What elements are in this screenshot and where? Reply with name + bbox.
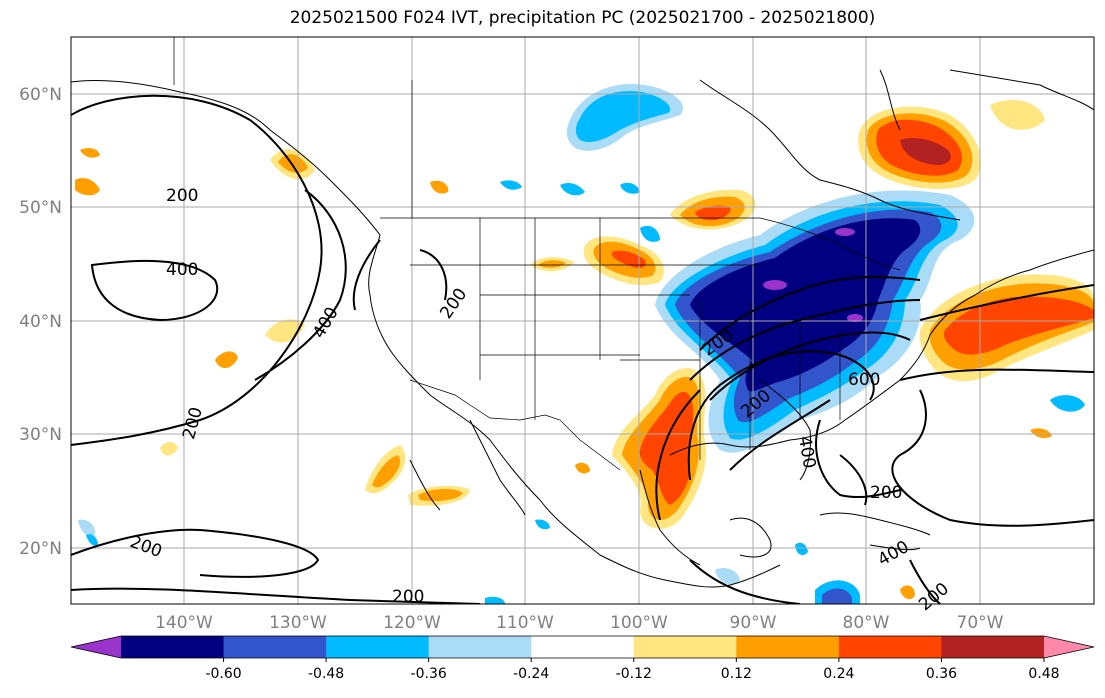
contour-label: 400 (166, 260, 198, 280)
colorbar-segment (633, 636, 737, 658)
lat-label: 50°N (19, 198, 62, 218)
colorbar-tick-label: -0.12 (616, 666, 652, 682)
colorbar-extend-high (1044, 636, 1094, 658)
colorbar-segment (428, 636, 532, 658)
colorbar-segment (736, 636, 840, 658)
precip-anomaly-fill (75, 84, 1094, 604)
lon-label: 140°W (155, 613, 213, 633)
colorbar-tick-label: 0.24 (823, 666, 854, 682)
colorbar-segment (223, 636, 327, 658)
lat-label: 30°N (19, 425, 62, 445)
colorbar-outline (70, 635, 1095, 659)
lat-label: 60°N (19, 85, 62, 105)
lon-label: 100°W (610, 613, 668, 633)
lon-label: 110°W (496, 613, 554, 633)
lon-label: 90°W (730, 613, 777, 633)
contour-label: 600 (848, 370, 880, 390)
lon-label: 70°W (957, 613, 1004, 633)
colorbar-tick-label: 0.36 (926, 666, 957, 682)
longitude-labels: 140°W 130°W 120°W 110°W 100°W 90°W 80°W … (155, 613, 1004, 633)
map-title: 2025021500 F024 IVT, precipitation PC (2… (289, 8, 876, 28)
contour-label: 200 (166, 186, 198, 206)
latitude-labels: 60°N 50°N 40°N 30°N 20°N (19, 85, 62, 559)
borders (173, 37, 901, 471)
map-frame (70, 36, 1095, 605)
gridlines (71, 37, 1094, 604)
colorbar: -0.60 -0.48 -0.36 -0.24 -0.12 0.12 0.24 0.36 0.4… (70, 635, 1095, 682)
colorbar-tick-label: -0.24 (513, 666, 549, 682)
lat-label: 20°N (19, 539, 62, 559)
colorbar-tick-label: -0.48 (308, 666, 344, 682)
lon-label: 120°W (383, 613, 441, 633)
colorbar-tick-label: 0.48 (1028, 666, 1059, 682)
lat-label: 40°N (19, 312, 62, 332)
colorbar-tick-label: 0.12 (721, 666, 752, 682)
colorbar-tick-label: -0.60 (205, 666, 241, 682)
lon-label: 80°W (843, 613, 890, 633)
lon-label: 130°W (269, 613, 327, 633)
colorbar-tick-label: -0.36 (411, 666, 447, 682)
contour-label: 200 (392, 587, 424, 607)
colorbar-segment (838, 636, 942, 658)
colorbar-segment (531, 636, 635, 658)
colorbar-segment (326, 636, 430, 658)
colorbar-extend-low (71, 636, 121, 658)
contour-label: 200 (870, 483, 902, 503)
colorbar-segment (941, 636, 1045, 658)
colorbar-segment (121, 636, 225, 658)
ivt-contours (71, 94, 1094, 604)
